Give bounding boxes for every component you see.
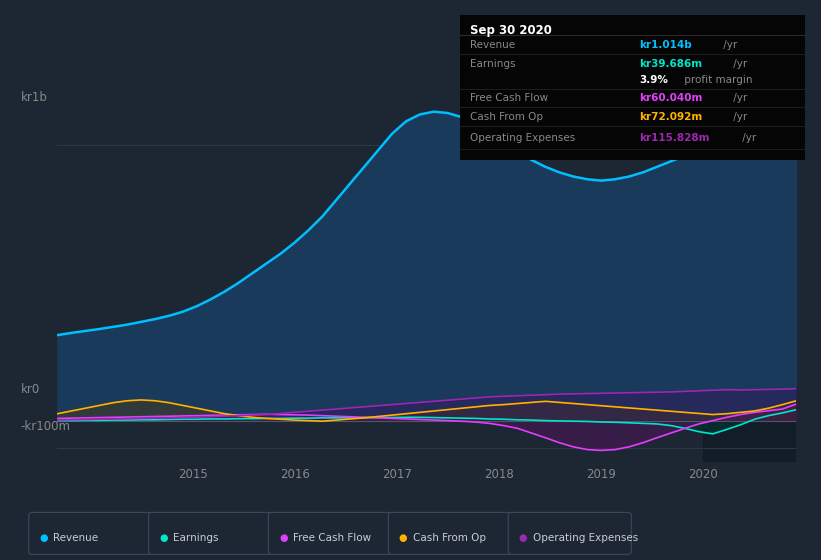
Text: /yr: /yr [730, 92, 747, 102]
Text: kr72.092m: kr72.092m [640, 111, 703, 122]
Text: Earnings: Earnings [173, 533, 218, 543]
Text: /yr: /yr [730, 111, 747, 122]
Text: ●: ● [39, 533, 48, 543]
Text: Earnings: Earnings [470, 59, 516, 69]
Text: /yr: /yr [730, 59, 747, 69]
Text: profit margin: profit margin [681, 74, 753, 85]
Text: Sep 30 2020: Sep 30 2020 [470, 25, 553, 38]
Text: Cash From Op: Cash From Op [470, 111, 544, 122]
Text: ●: ● [399, 533, 407, 543]
Text: kr1.014b: kr1.014b [640, 40, 692, 50]
Text: Operating Expenses: Operating Expenses [470, 133, 576, 143]
Text: Free Cash Flow: Free Cash Flow [470, 92, 548, 102]
Text: kr0: kr0 [21, 382, 39, 396]
Text: kr39.686m: kr39.686m [640, 59, 703, 69]
Text: ●: ● [159, 533, 167, 543]
Bar [703, 90, 796, 462]
Text: -kr100m: -kr100m [21, 420, 71, 433]
Text: /yr: /yr [740, 133, 757, 143]
Text: /yr: /yr [720, 40, 737, 50]
Text: Operating Expenses: Operating Expenses [533, 533, 638, 543]
Text: kr115.828m: kr115.828m [640, 133, 710, 143]
Text: 3.9%: 3.9% [640, 74, 668, 85]
Text: Free Cash Flow: Free Cash Flow [293, 533, 371, 543]
Text: Revenue: Revenue [470, 40, 516, 50]
Text: kr60.040m: kr60.040m [640, 92, 703, 102]
Text: ●: ● [519, 533, 527, 543]
Text: Cash From Op: Cash From Op [413, 533, 486, 543]
Text: ●: ● [279, 533, 287, 543]
Text: kr1b: kr1b [21, 91, 48, 104]
Text: Revenue: Revenue [53, 533, 99, 543]
